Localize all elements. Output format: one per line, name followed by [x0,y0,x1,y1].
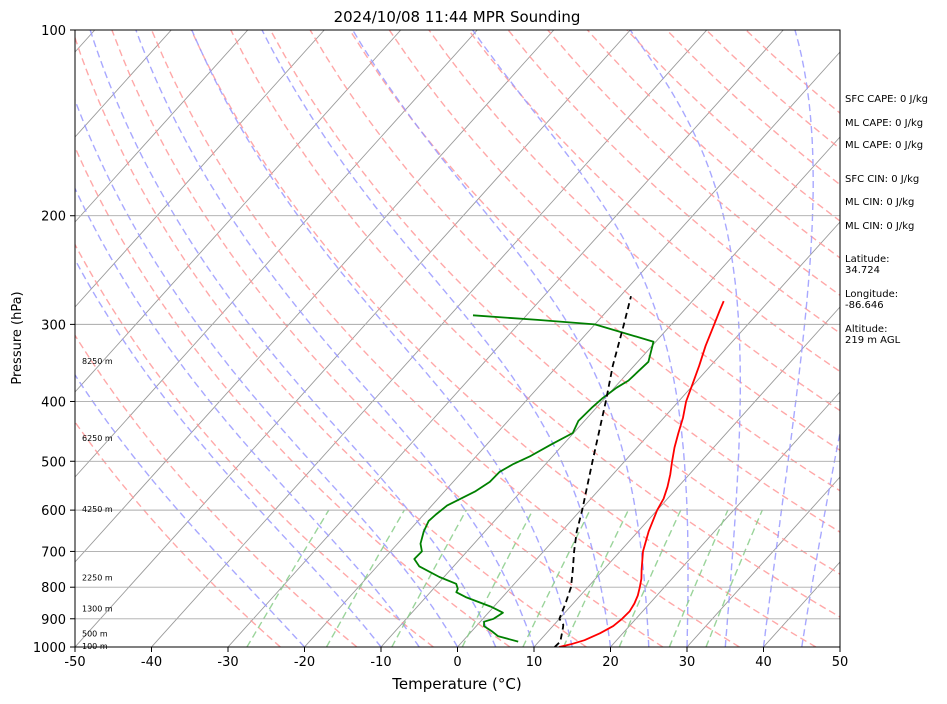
height-label: 2250 m [82,574,113,583]
y-tick-label: 100 [41,24,66,39]
x-axis-label: Temperature (°C) [391,675,521,693]
isotherm-line [0,30,248,647]
isotherm-line [0,30,171,647]
y-tick-label: 600 [41,504,66,519]
y-axis: 1000 900 800 700 600 500 400 300 200 100 [33,24,75,656]
mixing-ratio-line [669,510,728,647]
y-tick-label: 900 [41,613,66,628]
y-tick-label: 300 [41,318,66,333]
moist-adiabat-line [262,30,611,647]
x-tick-label: 10 [526,655,543,670]
background-lines [0,30,947,647]
moist-adiabat-line [353,30,649,647]
mixing-ratio-line [327,510,405,647]
moist-adiabat-line [52,30,458,647]
x-tick-label: 20 [602,655,619,670]
mixing-ratio-line [462,510,533,647]
x-tick-label: -10 [370,655,391,670]
latitude-label: Latitude: [845,254,890,265]
moist-adiabat-line [19,30,419,647]
sfc-cin-text: SFC CIN: 0 J/kg [845,174,919,185]
longitude-label: Longitude: [845,289,898,300]
y-tick-label: 400 [41,395,66,410]
height-labels: 100 m 500 m 1300 m 2250 m 4250 m 6250 m 8250 m [82,357,113,651]
height-label: 6250 m [82,434,113,443]
isotherm-line [152,30,707,647]
ml-cin-text: ML CIN: 0 J/kg [845,197,914,208]
height-label: 500 m [82,630,108,639]
mixing-ratio-line [247,510,329,647]
chart-title: 2024/10/08 11:44 MPR Sounding [334,8,581,26]
moist-adiabat-line [473,30,688,647]
indices-panel: SFC CAPE: 0 J/kg ML CAPE: 0 J/kg ML CAPE… [845,94,928,346]
moist-adiabat-line [192,30,573,647]
x-tick-label: -20 [294,655,315,670]
dry-adiabat-line [191,30,816,647]
y-tick-label: 200 [41,210,66,225]
x-tick-label: -50 [64,655,85,670]
mixing-ratio-line [392,510,467,647]
height-label: 1300 m [82,605,113,614]
sfc-cape-text: SFC CAPE: 0 J/kg [845,94,928,105]
altitude-value: 219 m AGL [845,335,901,346]
y-tick-label: 700 [41,545,66,560]
dewpoint-line [414,315,653,641]
ml-cape-text-2: ML CAPE: 0 J/kg [845,140,923,151]
x-tick-label: 50 [832,655,849,670]
latitude-value: 34.724 [845,265,880,276]
x-axis: -50 -40 -30 -20 -10 0 10 20 30 40 50 [64,647,848,670]
x-tick-label: -30 [217,655,238,670]
height-label: 4250 m [82,505,113,514]
ml-cape-text: ML CAPE: 0 J/kg [845,118,923,129]
ml-cin-text-2: ML CIN: 0 J/kg [845,221,914,232]
x-tick-label: 40 [755,655,772,670]
moist-adiabat-line [764,30,814,647]
y-axis-label: Pressure (hPa) [10,291,25,384]
y-tick-label: 800 [41,581,66,596]
dry-adiabat-line [33,30,510,647]
height-label: 8250 m [82,357,113,366]
height-label: 100 m [82,642,108,651]
isotherm-line [305,30,860,647]
y-tick-label: 500 [41,455,66,470]
x-tick-label: 0 [453,655,461,670]
longitude-value: -86.646 [845,300,884,311]
altitude-label: Altitude: [845,324,887,335]
isotherm-line [0,30,554,647]
x-tick-label: 30 [679,655,696,670]
moist-adiabat-line [90,30,496,647]
sounding-series [414,296,723,647]
moist-adiabat-line [630,30,740,647]
x-tick-label: -40 [141,655,162,670]
isotherm-line [228,30,783,647]
y-tick-label: 1000 [33,641,66,656]
